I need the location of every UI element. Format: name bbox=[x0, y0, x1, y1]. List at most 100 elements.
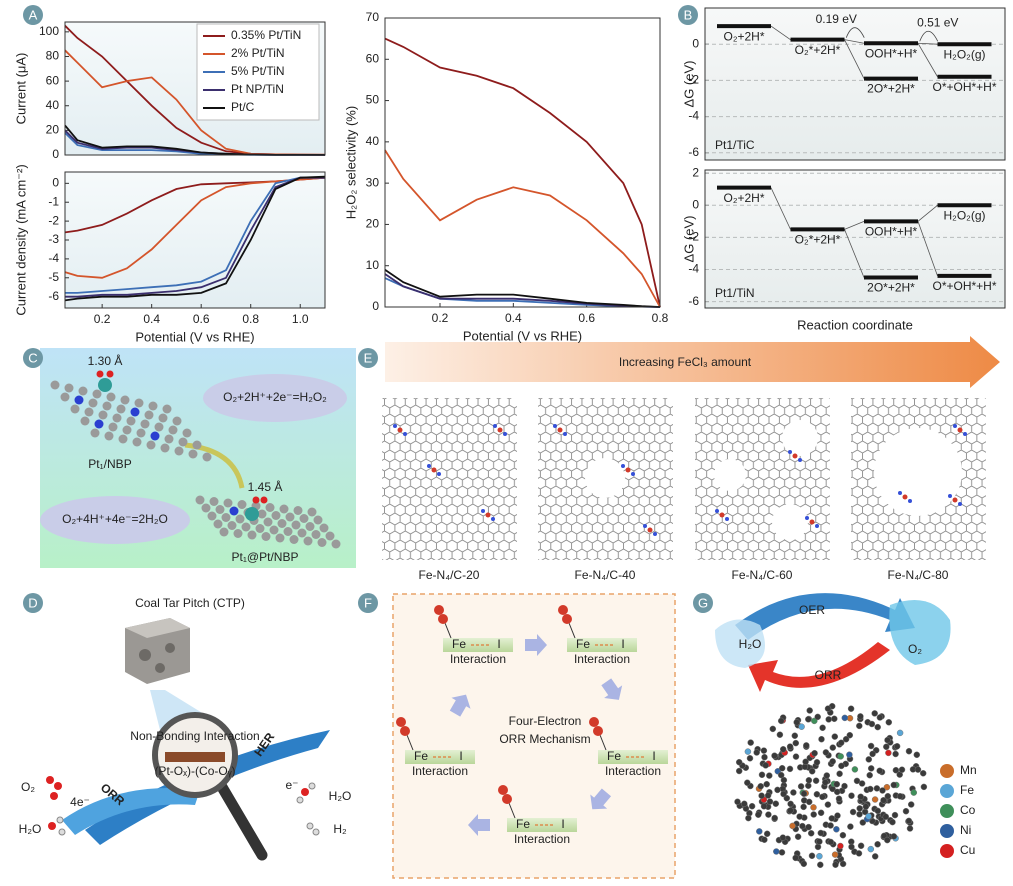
carbon-atom bbox=[277, 519, 287, 528]
element-legend: Mn Fe Co Ni Cu bbox=[940, 763, 977, 858]
atom bbox=[841, 714, 849, 722]
pt-atom bbox=[98, 378, 112, 392]
pore bbox=[714, 459, 746, 491]
n-atom bbox=[427, 464, 431, 468]
y-tick-label: 80 bbox=[46, 49, 60, 63]
carbon-atom bbox=[98, 410, 108, 420]
carbon-atom bbox=[60, 392, 70, 402]
orr-label: ORR bbox=[815, 668, 842, 682]
y-tick-label: 0 bbox=[52, 176, 59, 190]
carbon-atom bbox=[64, 383, 74, 393]
atom bbox=[859, 819, 867, 826]
legend-swatch bbox=[940, 844, 954, 858]
plot-label: Pt1/TiN bbox=[715, 286, 755, 300]
state-label: 2O*+2H* bbox=[867, 82, 915, 96]
carbon-atom bbox=[78, 386, 88, 396]
atom bbox=[866, 771, 873, 779]
carbon-atom bbox=[195, 495, 205, 505]
atom bbox=[735, 767, 743, 775]
atom bbox=[847, 705, 855, 712]
atom bbox=[902, 807, 910, 815]
atom bbox=[871, 796, 879, 803]
atom bbox=[889, 818, 896, 826]
carbon-atom bbox=[223, 498, 233, 508]
atom bbox=[883, 783, 891, 791]
y-axis-title: Current (μA) bbox=[13, 53, 28, 125]
state-label: O₂+2H* bbox=[723, 29, 764, 43]
atom bbox=[805, 716, 812, 723]
carbon-atom bbox=[263, 517, 273, 527]
atom bbox=[865, 813, 872, 820]
carbon-atom bbox=[283, 527, 293, 536]
carbon-atom bbox=[178, 437, 188, 447]
atom bbox=[797, 783, 805, 790]
atom bbox=[839, 860, 847, 868]
carbon-atom bbox=[261, 532, 271, 541]
atom bbox=[884, 736, 891, 744]
atom bbox=[808, 852, 816, 860]
plot-frame bbox=[64, 21, 326, 156]
atom bbox=[846, 731, 854, 739]
o-atom bbox=[260, 496, 268, 504]
step-arrow bbox=[601, 678, 623, 700]
y-tick-label: -4 bbox=[48, 251, 59, 265]
atom bbox=[853, 777, 861, 785]
carbon-atom bbox=[331, 539, 341, 549]
atom bbox=[799, 822, 806, 830]
atom bbox=[817, 829, 825, 837]
interaction-label: Interaction bbox=[450, 652, 506, 666]
legend-label: Co bbox=[960, 803, 976, 817]
bond-length: 1.30 Å bbox=[88, 353, 123, 368]
oer-label: OER bbox=[799, 603, 825, 617]
o-atom bbox=[396, 717, 406, 727]
plot-background bbox=[705, 8, 1005, 160]
fe-atom bbox=[719, 512, 725, 518]
atom bbox=[831, 733, 839, 740]
atom bbox=[828, 815, 836, 822]
connector bbox=[917, 221, 938, 277]
atom bbox=[763, 780, 770, 788]
fe-atom bbox=[902, 494, 908, 500]
series-line bbox=[65, 176, 325, 294]
o-atom bbox=[498, 785, 508, 795]
atom bbox=[777, 717, 785, 725]
plot-background bbox=[385, 18, 660, 307]
carbon-atom bbox=[160, 443, 170, 453]
atom bbox=[876, 714, 884, 721]
atom bbox=[735, 758, 743, 766]
carbon-atom bbox=[50, 380, 60, 390]
catalyst-label: Pt₁/NBP bbox=[88, 457, 131, 471]
atom bbox=[758, 771, 766, 779]
atom bbox=[805, 823, 812, 831]
carbon-atom bbox=[219, 527, 229, 537]
atom bbox=[867, 765, 875, 772]
fe-label: Fe bbox=[414, 749, 428, 763]
atom bbox=[874, 807, 882, 815]
atom bbox=[839, 831, 847, 839]
carbon-atom bbox=[247, 530, 257, 540]
carbon-atom bbox=[313, 515, 323, 525]
atom bbox=[831, 715, 838, 723]
atom bbox=[825, 716, 832, 723]
carbon-atom bbox=[134, 398, 144, 408]
panel-letter: C bbox=[28, 350, 37, 365]
step-arrow bbox=[468, 814, 490, 836]
atom bbox=[819, 793, 826, 801]
atom bbox=[871, 710, 878, 717]
carbon-atom bbox=[188, 449, 198, 459]
y-tick-label: 20 bbox=[46, 123, 60, 137]
plot-background bbox=[65, 172, 325, 308]
state-label: O₂*+2H* bbox=[795, 233, 841, 247]
gradient-arrow bbox=[385, 336, 1000, 388]
atom bbox=[798, 723, 805, 730]
carbon-atom bbox=[317, 538, 327, 547]
panel-badge bbox=[678, 5, 698, 25]
n-atom bbox=[815, 524, 819, 528]
carbon-atom bbox=[154, 422, 164, 432]
atom bbox=[800, 803, 807, 811]
atom bbox=[818, 735, 825, 743]
n-atom bbox=[653, 532, 657, 536]
y-tick-label: 30 bbox=[366, 175, 380, 189]
n-atom bbox=[715, 509, 719, 513]
